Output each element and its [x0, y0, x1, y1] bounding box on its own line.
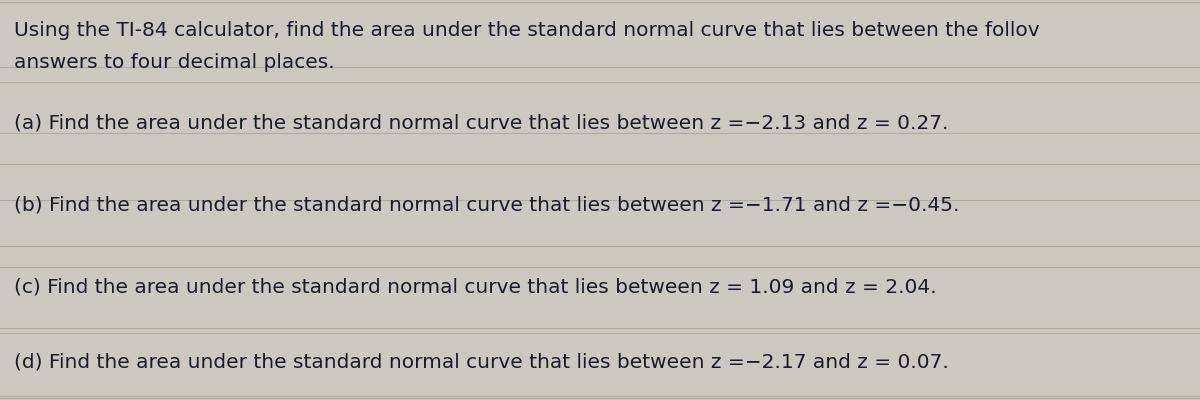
Text: answers to four decimal places.: answers to four decimal places. [14, 52, 335, 72]
Text: (a) Find the area under the standard normal curve that lies between z =−2.13 and: (a) Find the area under the standard nor… [14, 114, 949, 133]
Text: (d) Find the area under the standard normal curve that lies between z =−2.17 and: (d) Find the area under the standard nor… [14, 353, 949, 372]
Text: (b) Find the area under the standard normal curve that lies between z =−1.71 and: (b) Find the area under the standard nor… [14, 196, 960, 215]
Text: (c) Find the area under the standard normal curve that lies between z = 1.09 and: (c) Find the area under the standard nor… [14, 278, 937, 297]
Text: Using the TI-84 calculator, find the area under the standard normal curve that l: Using the TI-84 calculator, find the are… [14, 20, 1040, 40]
